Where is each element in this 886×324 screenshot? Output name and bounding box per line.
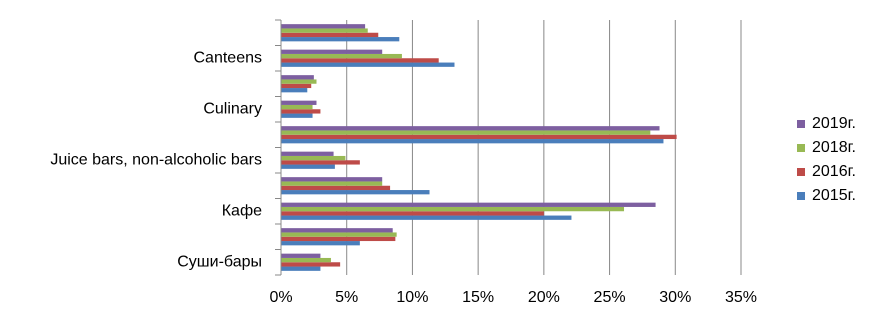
bar bbox=[281, 134, 677, 140]
bar bbox=[281, 62, 455, 67]
bar bbox=[281, 232, 397, 237]
bar bbox=[281, 266, 321, 271]
bar bbox=[281, 53, 402, 59]
y-tick-label: Кафе bbox=[222, 202, 262, 219]
bar bbox=[281, 206, 625, 212]
x-tick-label: 5% bbox=[335, 289, 358, 306]
bar bbox=[281, 109, 321, 114]
bar bbox=[281, 130, 651, 135]
bar bbox=[281, 253, 321, 258]
bar bbox=[281, 257, 331, 263]
bar bbox=[281, 75, 314, 80]
x-tick-label: 30% bbox=[659, 289, 691, 306]
legend-label: 2019г. bbox=[812, 115, 856, 132]
bar bbox=[281, 185, 391, 191]
x-tick-label: 25% bbox=[594, 289, 626, 306]
bar bbox=[281, 24, 366, 29]
bar bbox=[281, 177, 383, 182]
y-tick-label: Canteens bbox=[194, 49, 263, 66]
y-tick-label: Culinary bbox=[203, 100, 262, 117]
bar bbox=[281, 139, 664, 144]
bar bbox=[281, 236, 396, 242]
x-tick-label: 10% bbox=[396, 289, 428, 306]
bar bbox=[281, 211, 544, 216]
legend-label: 2016г. bbox=[812, 163, 856, 180]
bar bbox=[281, 58, 439, 63]
bar bbox=[281, 151, 334, 156]
bar bbox=[281, 262, 341, 267]
bar bbox=[281, 104, 313, 110]
x-tick-label: 35% bbox=[725, 289, 757, 306]
bar bbox=[281, 83, 312, 89]
bar bbox=[281, 155, 346, 161]
bar bbox=[281, 181, 383, 186]
y-tick-label: Суши-бары bbox=[177, 253, 262, 270]
bar bbox=[281, 100, 317, 105]
bar bbox=[281, 202, 656, 207]
bar bbox=[281, 88, 308, 93]
legend-label: 2018г. bbox=[812, 139, 856, 156]
x-tick-label: 20% bbox=[528, 289, 560, 306]
x-tick-label: 15% bbox=[462, 289, 494, 306]
bar bbox=[281, 215, 572, 220]
bar bbox=[281, 28, 368, 33]
y-tick-label: Juice bars, non-alcoholic bars bbox=[50, 151, 262, 168]
bar bbox=[281, 126, 660, 131]
bar bbox=[281, 79, 317, 84]
bar bbox=[281, 113, 313, 118]
x-tick-label: 0% bbox=[269, 289, 292, 306]
legend-swatch bbox=[797, 144, 805, 152]
bar bbox=[281, 32, 379, 38]
bar bbox=[281, 241, 360, 246]
legend-swatch bbox=[797, 192, 805, 200]
bar bbox=[281, 160, 360, 165]
legend-swatch bbox=[797, 168, 805, 176]
bar bbox=[281, 164, 335, 169]
bar bbox=[281, 49, 383, 54]
bar bbox=[281, 190, 430, 195]
bar bbox=[281, 37, 400, 42]
bar bbox=[281, 228, 393, 233]
legend-swatch bbox=[797, 120, 805, 128]
legend-label: 2015г. bbox=[812, 187, 856, 204]
